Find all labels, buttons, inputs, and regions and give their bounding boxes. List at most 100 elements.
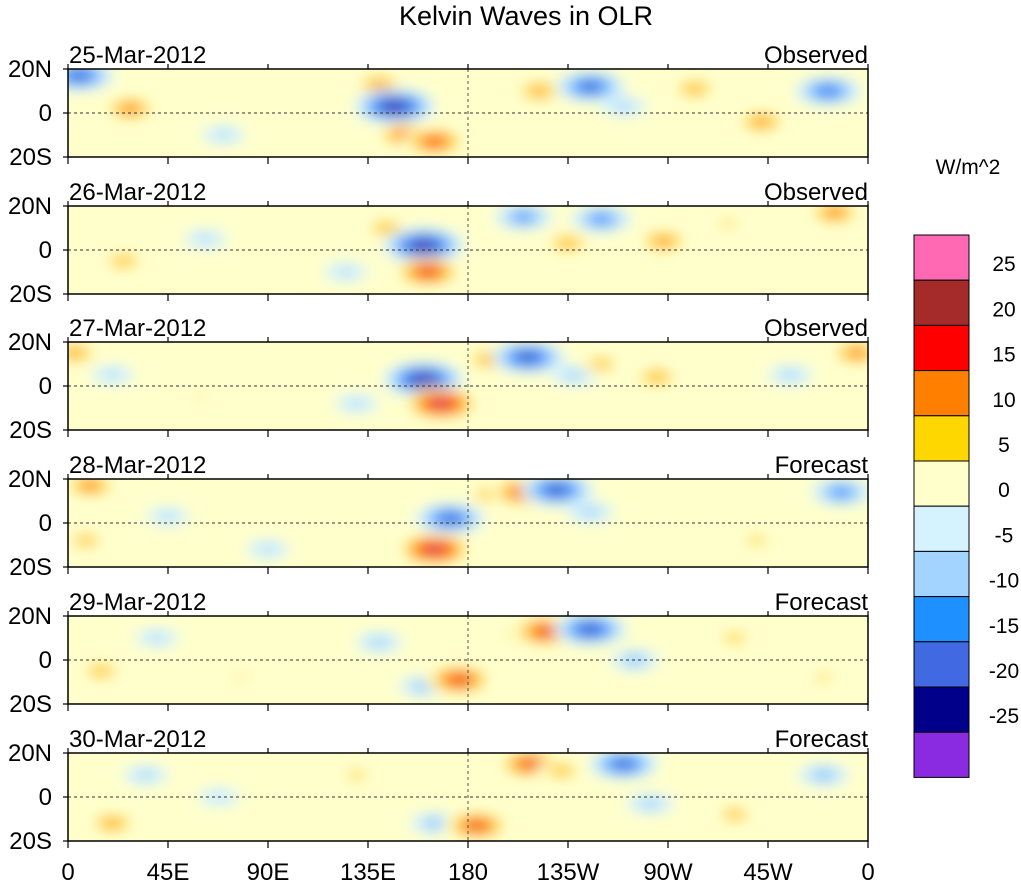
anomaly-contour — [562, 369, 587, 381]
anomaly-contour — [597, 216, 606, 222]
colorbar-swatch — [913, 279, 970, 326]
colorbar-swatch — [913, 505, 970, 552]
y-tick-label: 20N — [8, 466, 52, 493]
anomaly-contour — [426, 138, 443, 146]
x-tick-label: 0 — [861, 859, 874, 886]
anomaly-blob — [246, 540, 290, 559]
anomaly-contour — [81, 538, 90, 544]
x-tick-label: 45E — [147, 859, 190, 886]
y-tick-label: 20N — [8, 603, 52, 630]
y-tick-label: 20S — [9, 417, 52, 444]
anomaly-blob — [395, 532, 474, 567]
anomaly-blob — [541, 231, 595, 255]
anomaly-contour — [837, 489, 846, 495]
anomaly-blob — [553, 616, 628, 646]
y-tick-label: 20N — [8, 193, 52, 220]
anomaly-contour — [722, 632, 747, 644]
anomaly-blob — [635, 228, 692, 254]
anomaly-contour — [578, 506, 602, 518]
anomaly-contour — [446, 516, 455, 522]
anomaly-blob — [576, 353, 626, 375]
anomaly-contour — [526, 761, 535, 767]
anomaly-contour — [746, 536, 767, 545]
colorbar-swatch — [913, 550, 970, 598]
anomaly-contour — [135, 770, 156, 780]
anomaly-blob — [798, 763, 849, 787]
y-tick-label: 20S — [9, 828, 52, 855]
anomaly-blob — [393, 256, 463, 288]
anomaly-blob — [181, 388, 222, 406]
anomaly-contour — [197, 394, 206, 400]
anomaly-contour — [259, 545, 277, 553]
anomaly-contour — [550, 487, 564, 493]
colorbar-tick-label: 20 — [992, 298, 1015, 321]
anomaly-contour — [719, 220, 737, 228]
y-tick-label: 20S — [9, 691, 52, 718]
anomaly-contour — [557, 768, 566, 774]
anomaly-blob — [491, 342, 565, 374]
anomaly-blob — [630, 365, 684, 389]
y-tick-label: 0 — [39, 373, 52, 400]
anomaly-contour — [419, 243, 428, 249]
colorbar-swatch — [913, 596, 970, 643]
anomaly-contour — [815, 674, 832, 682]
anomaly-blob — [566, 501, 614, 523]
colorbar-tick-label: -5 — [995, 524, 1014, 547]
anomaly-contour — [751, 117, 771, 126]
anomaly-blob — [733, 109, 790, 135]
anomaly-contour — [367, 637, 391, 648]
anomaly-blob — [601, 96, 647, 117]
anomaly-blob — [805, 206, 864, 226]
anomaly-blob — [123, 765, 169, 785]
anomaly-contour — [819, 87, 837, 95]
y-tick-label: 20N — [8, 56, 52, 83]
anomaly-contour — [586, 84, 595, 90]
colorbar-swatch — [913, 324, 970, 372]
y-tick-label: 0 — [39, 647, 52, 674]
colorbar-legend: W/m^2 25 20 15 10 5 0 -5 -10 -15 -20 -25 — [913, 156, 1019, 778]
anomaly-contour — [730, 812, 739, 818]
anomaly-blob — [588, 753, 659, 780]
anomaly-blob — [85, 811, 140, 836]
anomaly-contour — [430, 546, 439, 552]
y-tick-label: 0 — [39, 510, 52, 537]
anomaly-blob — [442, 810, 511, 841]
anomaly-blob — [571, 206, 632, 233]
panel-date: 26-Mar-2012 — [69, 179, 206, 206]
anomaly-contour — [337, 268, 354, 276]
anomaly-contour — [419, 683, 428, 689]
y-tick-label: 20S — [9, 144, 52, 171]
x-tick-label: 0 — [61, 859, 74, 886]
anomaly-blob — [767, 365, 813, 385]
anomaly-blob — [355, 632, 403, 653]
anomaly-blob — [354, 88, 436, 125]
y-tick-label: 0 — [39, 784, 52, 811]
panel-status: Observed — [764, 315, 868, 342]
anomaly-contour — [619, 761, 628, 767]
anomaly-contour — [519, 214, 528, 220]
colorbar-tick-label: -25 — [989, 705, 1019, 728]
anomaly-contour — [561, 240, 575, 247]
anomaly-blob — [146, 507, 190, 526]
anomaly-blob — [555, 71, 626, 102]
panel-date: 30-Mar-2012 — [69, 726, 206, 753]
x-tick-label: 90E — [247, 859, 290, 886]
anomaly-blob — [496, 753, 565, 779]
y-tick-label: 20N — [8, 740, 52, 767]
x-tick-label: 135W — [537, 859, 600, 886]
anomaly-blob — [706, 214, 750, 233]
anomaly-contour — [819, 772, 828, 778]
colorbar-tick-label: 0 — [998, 479, 1010, 502]
anomaly-contour — [780, 370, 801, 380]
anomaly-blob — [711, 627, 759, 649]
colorbar-swatch — [913, 731, 970, 778]
anomaly-blob — [90, 365, 135, 385]
anomaly-contour — [541, 628, 550, 634]
anomaly-blob — [626, 793, 674, 814]
colorbar-tick-label: 25 — [992, 253, 1015, 276]
anomaly-blob — [382, 227, 465, 264]
anomaly-field — [68, 69, 868, 157]
y-tick-label: 20N — [8, 329, 52, 356]
y-tick-label: 0 — [39, 237, 52, 264]
anomaly-blob — [75, 659, 127, 683]
